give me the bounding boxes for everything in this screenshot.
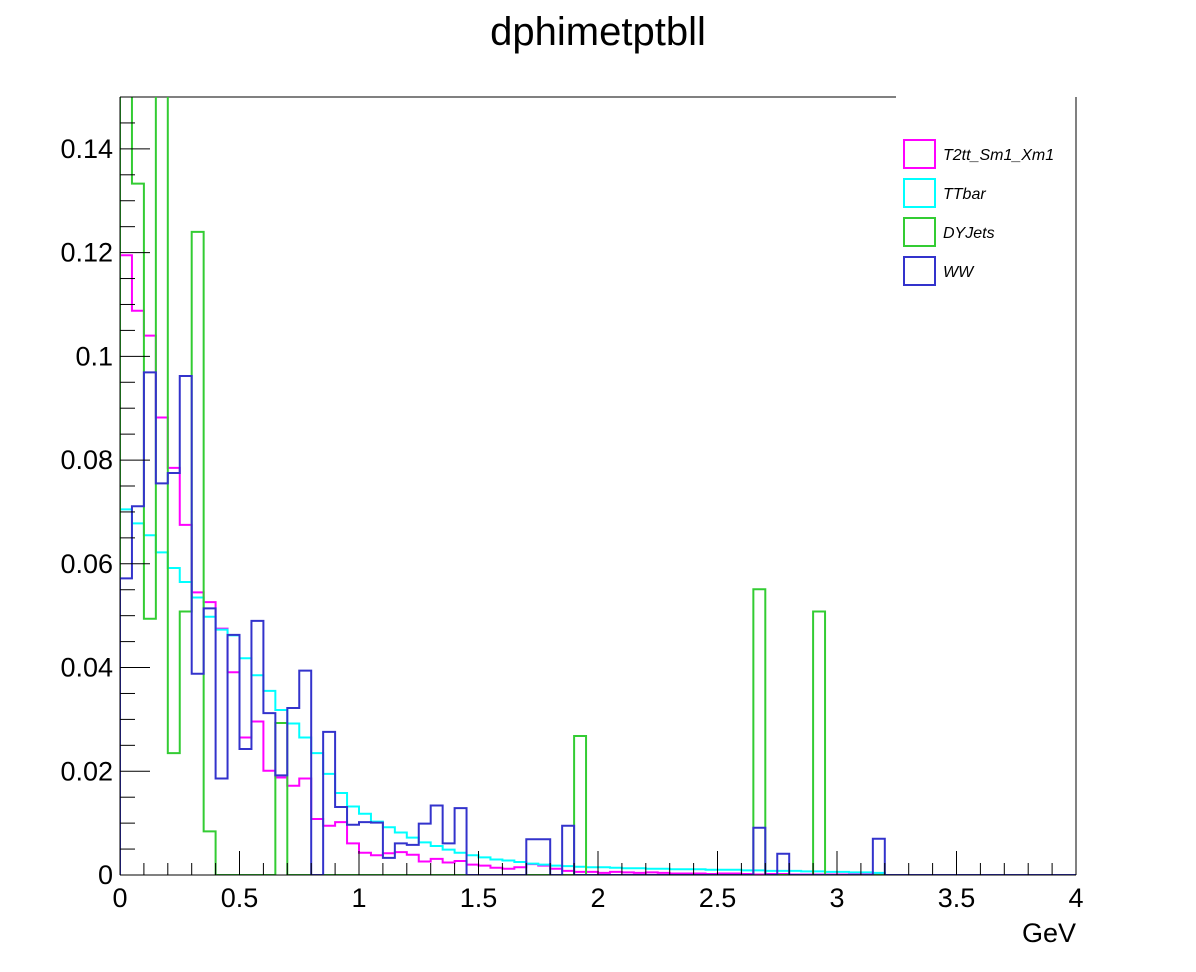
x-tick-label: 2.5	[699, 883, 737, 913]
y-tick-label: 0.1	[75, 341, 113, 371]
x-tick-label: 3.5	[938, 883, 976, 913]
x-tick-label: 2	[590, 883, 605, 913]
chart-title: dphimetptbll	[490, 10, 706, 54]
y-tick-label: 0.08	[60, 445, 113, 475]
legend: T2tt_Sm1_Xm1 TTbar DYJets WW	[903, 139, 1054, 286]
x-tick-label: 0	[112, 883, 127, 913]
axes-group: 0 0.02 0.04 0.06 0.08 0.1 0.12 0.14 0 0.5 1 1.5 2 2.5…	[60, 96, 1084, 913]
legend-swatch	[903, 256, 936, 286]
legend-label: DYJets	[943, 225, 995, 242]
x-tick-label: 1	[351, 883, 366, 913]
series-group	[120, 97, 1076, 875]
series-line-t2tt-sm1-xm1	[120, 254, 1076, 875]
y-tick-label: 0.04	[60, 653, 113, 683]
x-tick-label: 3	[829, 883, 844, 913]
series-line-ww	[120, 371, 1076, 875]
y-tick-label: 0.14	[60, 134, 113, 164]
series-line-dyjets	[120, 97, 1065, 875]
x-axis-title: GeV	[1022, 918, 1076, 948]
legend-swatch	[903, 139, 936, 169]
y-tick-label: 0.12	[60, 238, 113, 268]
x-tick-label: 0.5	[221, 883, 259, 913]
x-tick-label: 4	[1068, 883, 1083, 913]
legend-label: T2tt_Sm1_Xm1	[943, 147, 1054, 164]
legend-swatch	[903, 217, 936, 247]
y-tick-label: 0.06	[60, 549, 113, 579]
plot-frame	[120, 96, 1077, 875]
legend-swatch	[903, 178, 936, 208]
x-tick-label: 1.5	[460, 883, 498, 913]
legend-label: WW	[943, 264, 975, 281]
legend-label: TTbar	[943, 186, 986, 203]
y-tick-label: 0.02	[60, 756, 113, 786]
y-tick-label: 0	[98, 860, 113, 890]
